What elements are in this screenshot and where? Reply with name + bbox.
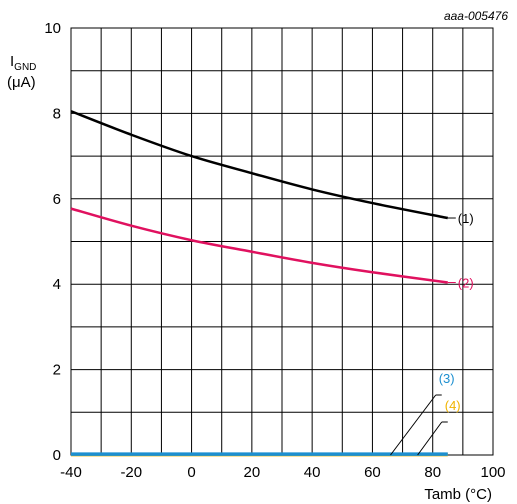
- reference-code: aaa-005476: [444, 9, 508, 23]
- x-tick-label: 100: [480, 464, 505, 481]
- series-line-1: [70, 110, 449, 220]
- series-label-3: (3): [439, 371, 455, 386]
- y-tick-label: 6: [53, 191, 61, 208]
- series-label-1: (1): [458, 211, 474, 226]
- x-tick-label: 80: [424, 464, 441, 481]
- grid: [71, 28, 493, 455]
- series-markers: (1) (2) (3) (4): [390, 211, 474, 456]
- x-tick-label: 60: [364, 464, 381, 481]
- y-tick-label: 0: [53, 447, 61, 464]
- x-tick-label: -20: [120, 464, 142, 481]
- y-axis-title-sub: GND: [14, 62, 36, 73]
- y-tick-label: 10: [44, 20, 61, 37]
- series-lines: [70, 110, 449, 457]
- series-label-4: (4): [445, 398, 461, 413]
- y-tick-label: 8: [53, 105, 61, 122]
- y-tick-label: 2: [53, 362, 61, 379]
- series-leader-4: [417, 421, 443, 456]
- y-axis-title-main: I: [10, 53, 14, 70]
- series-line-2: [70, 207, 448, 284]
- series-leader-3: [390, 394, 437, 456]
- series-label-2: (2): [458, 275, 474, 290]
- y-tick-labels: 0 2 4 6 8 10: [44, 20, 61, 464]
- x-axis-title: Tamb (°C): [424, 486, 492, 503]
- y-tick-label: 4: [53, 276, 61, 293]
- y-axis-unit: (μA): [7, 74, 36, 91]
- x-tick-label: 40: [304, 464, 321, 481]
- x-tick-labels: -40 -20 0 20 40 60 80 100: [60, 464, 505, 481]
- x-tick-label: -40: [60, 464, 82, 481]
- x-tick-label: 0: [187, 464, 195, 481]
- y-axis-title: IGND: [10, 53, 36, 73]
- x-tick-label: 20: [244, 464, 261, 481]
